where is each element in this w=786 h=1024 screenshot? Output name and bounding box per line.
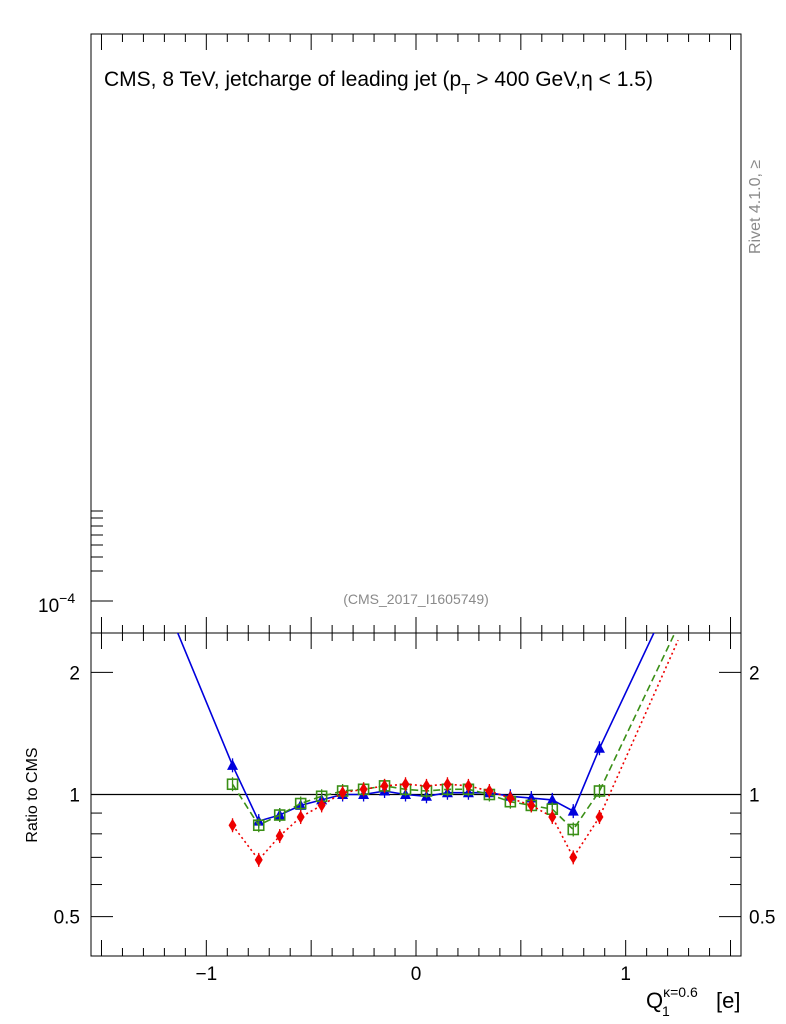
- ratio-y-tick-label-left: 1: [69, 786, 80, 807]
- marker-square-green: [226, 778, 239, 791]
- main-y-tick-label: 10−4: [38, 590, 75, 617]
- marker-square-green: [567, 823, 580, 836]
- marker-diamond-red: [296, 810, 305, 824]
- main-y-minor-ticks: [91, 510, 113, 602]
- series-green: [226, 633, 676, 837]
- marker-square-green: [593, 785, 606, 797]
- ratio-axes: −1 0 1 0.5 0.5 1 1 2 2: [54, 633, 775, 985]
- x-axis-label-Q: Q: [646, 988, 663, 1013]
- marker-diamond-red: [595, 810, 604, 824]
- series-line-red: [231, 639, 679, 862]
- marker-triangle-blue: [227, 759, 239, 770]
- main-y-tick-exp: −4: [59, 590, 75, 606]
- ratio-y-tick-label-right: 1: [749, 786, 760, 807]
- series-line-blue: [176, 633, 655, 823]
- marker-square-green: [252, 819, 265, 832]
- x-tick-label: −1: [195, 964, 217, 985]
- series-red: [228, 639, 679, 867]
- marker-diamond-red: [338, 786, 347, 800]
- rivet-version-label: Rivet 4.1.0, ≥: [747, 160, 764, 254]
- marker-diamond-red: [443, 777, 452, 791]
- main-panel-frame: [90, 33, 742, 634]
- marker-diamond-red: [317, 798, 326, 812]
- marker-square-green: [294, 797, 307, 810]
- marker-diamond-red: [464, 779, 473, 793]
- x-axis-label-sup: κ=0.6: [663, 984, 698, 1000]
- chart-title-prefix: CMS, 8 TeV, jetcharge of leading jet (: [104, 68, 450, 91]
- ratio-y-tick-label-left: 2: [69, 663, 80, 684]
- chart-title-suffix: > 400 GeV,η < 1.5): [470, 68, 653, 91]
- marker-triangle-blue: [593, 742, 605, 753]
- ratio-series: [176, 633, 679, 867]
- marker-diamond-red: [527, 798, 536, 812]
- x-axis-label-sub: 1: [662, 1003, 670, 1019]
- marker-diamond-red: [359, 782, 368, 796]
- chart-title-p: p: [450, 68, 462, 91]
- marker-diamond-red: [548, 810, 557, 824]
- x-tick-label: 1: [620, 964, 631, 985]
- marker-square-green: [273, 809, 286, 821]
- chart-title-T: T: [461, 81, 470, 98]
- marker-diamond-red: [569, 850, 578, 864]
- ratio-y-axis-label: Ratio to CMS: [24, 747, 41, 842]
- reference-label: (CMS_2017_I1605749): [343, 591, 489, 607]
- x-axis-label-unit: [e]: [716, 988, 740, 1013]
- ratio-y-tick-label-right: 2: [749, 663, 760, 684]
- main-y-tick-base: 10: [38, 596, 59, 617]
- marker-triangle-blue: [546, 793, 558, 805]
- marker-diamond-red: [422, 779, 431, 793]
- marker-diamond-red: [485, 784, 494, 798]
- marker-diamond-red: [254, 853, 263, 867]
- marker-diamond-red: [275, 829, 284, 843]
- marker-diamond-red: [401, 777, 410, 791]
- ratio-y-tick-label-left: 0.5: [54, 908, 80, 929]
- marker-diamond-red: [506, 791, 515, 805]
- marker-triangle-blue: [567, 805, 579, 816]
- marker-diamond-red: [380, 779, 389, 793]
- marker-diamond-red: [228, 818, 237, 832]
- series-blue: [176, 633, 655, 829]
- ratio-y-tick-label-right: 0.5: [749, 908, 775, 929]
- chart-title: CMS, 8 TeV, jetcharge of leading jet (pT…: [104, 68, 653, 98]
- x-axis-label: Qκ=0.6: [646, 984, 698, 1013]
- main-x-ticks: [100, 34, 732, 633]
- x-tick-label: 0: [411, 964, 422, 985]
